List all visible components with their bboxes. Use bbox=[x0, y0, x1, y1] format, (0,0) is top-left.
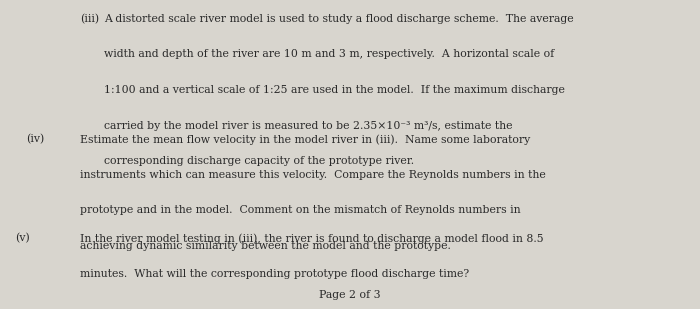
Text: prototype and in the model.  Comment on the mismatch of Reynolds numbers in: prototype and in the model. Comment on t… bbox=[80, 205, 521, 215]
Text: instruments which can measure this velocity.  Compare the Reynolds numbers in th: instruments which can measure this veloc… bbox=[80, 170, 546, 180]
Text: width and depth of the river are 10 m and 3 m, respectively.  A horizontal scale: width and depth of the river are 10 m an… bbox=[104, 49, 554, 59]
Text: corresponding discharge capacity of the prototype river.: corresponding discharge capacity of the … bbox=[104, 156, 414, 166]
Text: A distorted scale river model is used to study a flood discharge scheme.  The av: A distorted scale river model is used to… bbox=[104, 14, 573, 24]
Text: Page 2 of 3: Page 2 of 3 bbox=[319, 290, 381, 300]
Text: Estimate the mean flow velocity in the model river in (iii).  Name some laborato: Estimate the mean flow velocity in the m… bbox=[80, 134, 531, 145]
Text: achieving dynamic similarity between the model and the prototype.: achieving dynamic similarity between the… bbox=[80, 241, 452, 251]
Text: minutes.  What will the corresponding prototype flood discharge time?: minutes. What will the corresponding pro… bbox=[80, 269, 470, 279]
Text: (iii): (iii) bbox=[80, 14, 99, 24]
Text: (v): (v) bbox=[15, 233, 30, 243]
Text: In the river model testing in (iii), the river is found to discharge a model flo: In the river model testing in (iii), the… bbox=[80, 233, 544, 244]
Text: 1:100 and a vertical scale of 1:25 are used in the model.  If the maximum discha: 1:100 and a vertical scale of 1:25 are u… bbox=[104, 85, 564, 95]
Text: carried by the model river is measured to be 2.35×10⁻³ m³/s, estimate the: carried by the model river is measured t… bbox=[104, 121, 512, 130]
Text: (iv): (iv) bbox=[27, 134, 45, 145]
